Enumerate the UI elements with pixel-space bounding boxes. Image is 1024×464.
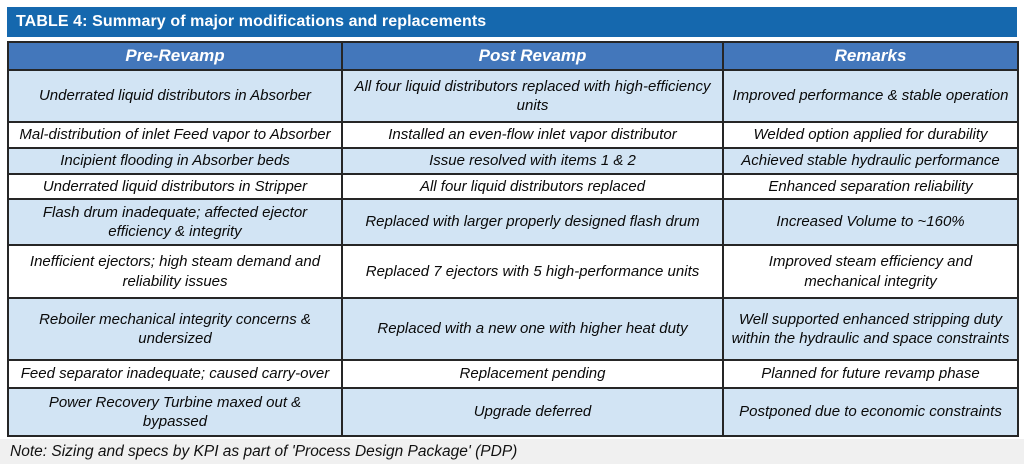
table-row: Inefficient ejectors; high steam demand … — [7, 244, 1019, 299]
table-container: TABLE 4: Summary of major modifications … — [7, 7, 1019, 437]
cell-post-revamp: Replacement pending — [341, 359, 724, 389]
cell-pre-revamp: Power Recovery Turbine maxed out & bypas… — [7, 387, 343, 437]
cell-post-revamp: All four liquid distributors replaced wi… — [341, 69, 724, 123]
cell-remarks: Well supported enhanced stripping duty w… — [722, 297, 1019, 361]
table-title: TABLE 4: Summary of major modifications … — [7, 7, 1017, 37]
column-header-remarks: Remarks — [722, 41, 1019, 71]
cell-remarks: Increased Volume to ~160% — [722, 198, 1019, 246]
table-row: Underrated liquid distributors in Stripp… — [7, 172, 1019, 200]
cell-post-revamp: Replaced with a new one with higher heat… — [341, 297, 724, 361]
table-row: Incipient flooding in Absorber beds Issu… — [7, 147, 1019, 175]
cell-remarks: Welded option applied for durability — [722, 121, 1019, 149]
table-row: Mal-distribution of inlet Feed vapor to … — [7, 121, 1019, 149]
table-row: Feed separator inadequate; caused carry-… — [7, 359, 1019, 389]
cell-post-revamp: Upgrade deferred — [341, 387, 724, 437]
cell-remarks: Planned for future revamp phase — [722, 359, 1019, 389]
cell-remarks: Improved performance & stable operation — [722, 69, 1019, 123]
cell-post-revamp: Replaced with larger properly designed f… — [341, 198, 724, 246]
cell-pre-revamp: Inefficient ejectors; high steam demand … — [7, 244, 343, 299]
cell-post-revamp: Installed an even-flow inlet vapor distr… — [341, 121, 724, 149]
cell-post-revamp: All four liquid distributors replaced — [341, 172, 724, 200]
cell-remarks: Postponed due to economic constraints — [722, 387, 1019, 437]
cell-remarks: Achieved stable hydraulic performance — [722, 147, 1019, 175]
cell-pre-revamp: Flash drum inadequate; affected ejector … — [7, 198, 343, 246]
table-row: Reboiler mechanical integrity concerns &… — [7, 297, 1019, 361]
cell-remarks: Improved steam efficiency and mechanical… — [722, 244, 1019, 299]
cell-remarks: Enhanced separation reliability — [722, 172, 1019, 200]
cell-post-revamp: Replaced 7 ejectors with 5 high-performa… — [341, 244, 724, 299]
table-footnote: Note: Sizing and specs by KPI as part of… — [0, 439, 1024, 464]
column-header-post-revamp: Post Revamp — [341, 41, 724, 71]
header-row: Pre-Revamp Post Revamp Remarks — [7, 41, 1019, 71]
column-header-pre-revamp: Pre-Revamp — [7, 41, 343, 71]
modifications-table: Pre-Revamp Post Revamp Remarks Underrate… — [7, 41, 1019, 437]
cell-pre-revamp: Underrated liquid distributors in Stripp… — [7, 172, 343, 200]
cell-pre-revamp: Reboiler mechanical integrity concerns &… — [7, 297, 343, 361]
cell-pre-revamp: Incipient flooding in Absorber beds — [7, 147, 343, 175]
cell-pre-revamp: Feed separator inadequate; caused carry-… — [7, 359, 343, 389]
cell-pre-revamp: Mal-distribution of inlet Feed vapor to … — [7, 121, 343, 149]
table-row: Underrated liquid distributors in Absorb… — [7, 69, 1019, 123]
table-row: Flash drum inadequate; affected ejector … — [7, 198, 1019, 246]
cell-post-revamp: Issue resolved with items 1 & 2 — [341, 147, 724, 175]
cell-pre-revamp: Underrated liquid distributors in Absorb… — [7, 69, 343, 123]
table-row: Power Recovery Turbine maxed out & bypas… — [7, 387, 1019, 437]
